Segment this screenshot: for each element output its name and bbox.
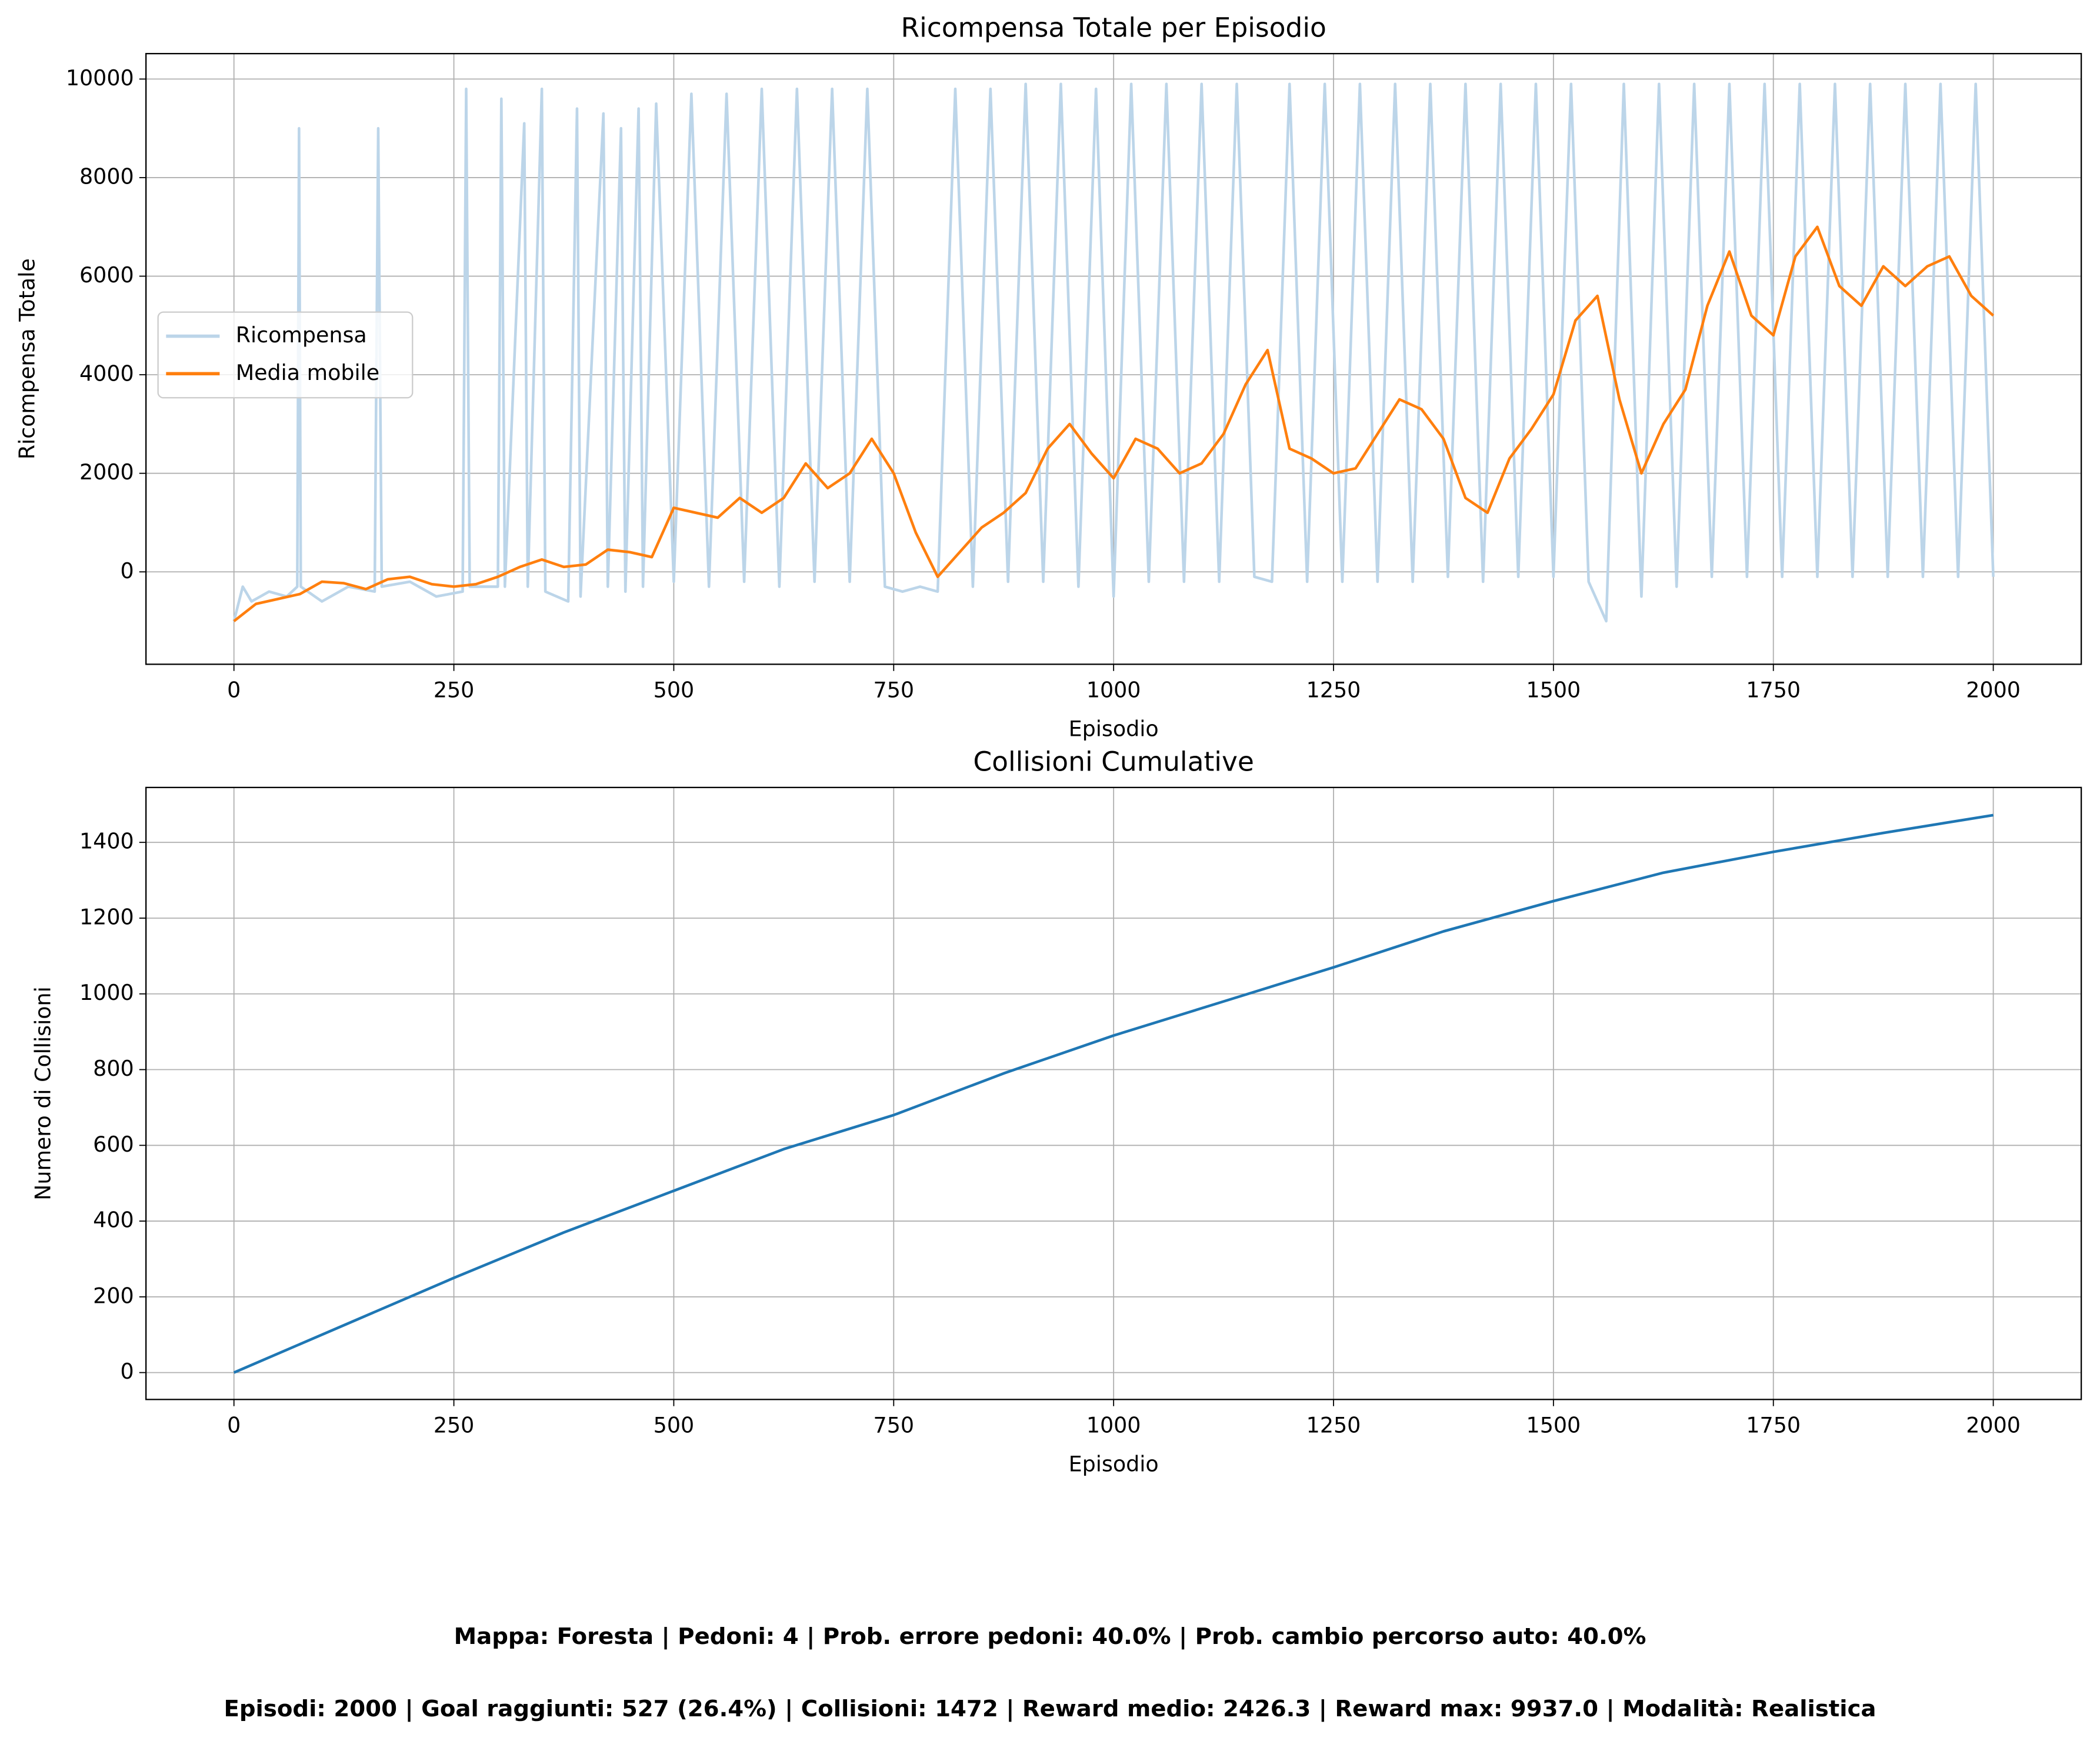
y-tick-label: 6000 — [79, 262, 134, 288]
y-tick-label: 1400 — [79, 829, 134, 854]
x-tick-label: 500 — [654, 1412, 695, 1438]
legend-label: Ricompensa — [236, 322, 367, 348]
chart-title: Ricompensa Totale per Episodio — [901, 12, 1326, 44]
x-tick-label: 0 — [227, 1412, 241, 1438]
y-tick-label: 800 — [93, 1056, 134, 1081]
x-tick-label: 250 — [434, 677, 475, 702]
x-tick-label: 2000 — [1966, 677, 2021, 702]
y-tick-label: 4000 — [79, 361, 134, 386]
x-tick-label: 1000 — [1086, 1412, 1141, 1438]
y-tick-label: 1200 — [79, 904, 134, 929]
x-axis-label: Episodio — [1069, 716, 1159, 741]
x-tick-label: 0 — [227, 677, 241, 702]
y-tick-label: 0 — [121, 558, 134, 583]
plot-frame — [145, 53, 2082, 665]
legend-label: Media mobile — [236, 360, 379, 385]
y-axis-label: Numero di Collisioni — [31, 986, 56, 1200]
info-line: Mappa: Foresta | Pedoni: 4 | Prob. error… — [454, 1623, 1646, 1650]
legend-box — [157, 311, 414, 399]
y-tick-label: 2000 — [79, 459, 134, 485]
x-tick-label: 1250 — [1306, 1412, 1361, 1438]
x-tick-label: 750 — [874, 677, 915, 702]
x-tick-label: 750 — [874, 1412, 915, 1438]
x-tick-label: 1000 — [1086, 677, 1141, 702]
x-tick-label: 1500 — [1526, 1412, 1581, 1438]
x-tick-label: 2000 — [1966, 1412, 2021, 1438]
x-tick-label: 250 — [434, 1412, 475, 1438]
line — [233, 225, 1995, 622]
y-tick-label: 0 — [121, 1359, 134, 1384]
x-tick-label: 1750 — [1746, 677, 1801, 702]
y-tick-label: 200 — [93, 1283, 134, 1308]
y-tick-label: 10000 — [66, 65, 134, 91]
y-tick-label: 400 — [93, 1208, 134, 1233]
y-tick-label: 600 — [93, 1132, 134, 1157]
y-tick-label: 1000 — [79, 980, 134, 1005]
x-tick-label: 1500 — [1526, 677, 1581, 702]
plot-frame — [145, 786, 2082, 1400]
info-line: Episodi: 2000 | Goal raggiunti: 527 (26.… — [224, 1696, 1876, 1722]
y-axis-label: Ricompensa Totale — [14, 258, 39, 459]
x-tick-label: 500 — [654, 677, 695, 702]
line — [233, 813, 1994, 1374]
y-tick-label: 8000 — [79, 164, 134, 189]
x-tick-label: 1750 — [1746, 1412, 1801, 1438]
x-tick-label: 1250 — [1306, 677, 1361, 702]
chart-title: Collisioni Cumulative — [973, 746, 1254, 777]
line — [232, 82, 1995, 623]
x-axis-label: Episodio — [1069, 1451, 1159, 1476]
